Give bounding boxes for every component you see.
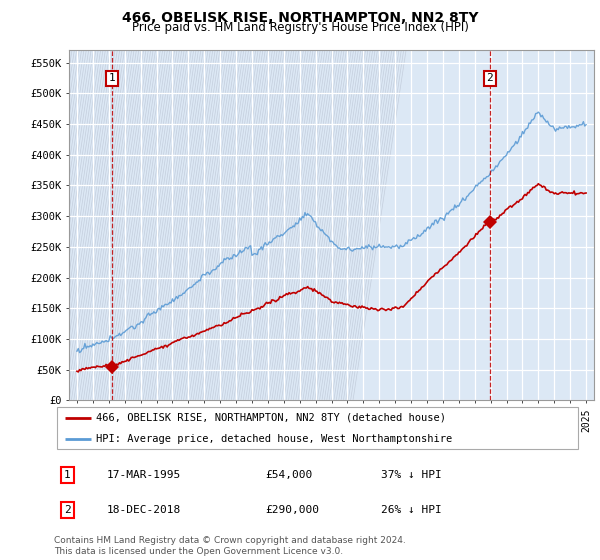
Text: 37% ↓ HPI: 37% ↓ HPI: [382, 470, 442, 480]
Text: 2: 2: [64, 505, 71, 515]
Text: 1: 1: [64, 470, 71, 480]
Text: 18-DEC-2018: 18-DEC-2018: [107, 505, 181, 515]
Text: 466, OBELISK RISE, NORTHAMPTON, NN2 8TY: 466, OBELISK RISE, NORTHAMPTON, NN2 8TY: [122, 11, 478, 25]
Text: Price paid vs. HM Land Registry's House Price Index (HPI): Price paid vs. HM Land Registry's House …: [131, 21, 469, 35]
Text: 26% ↓ HPI: 26% ↓ HPI: [382, 505, 442, 515]
Text: 1: 1: [109, 73, 115, 83]
Text: 17-MAR-1995: 17-MAR-1995: [107, 470, 181, 480]
Text: £54,000: £54,000: [265, 470, 313, 480]
Text: Contains HM Land Registry data © Crown copyright and database right 2024.
This d: Contains HM Land Registry data © Crown c…: [54, 535, 406, 557]
Text: £290,000: £290,000: [265, 505, 319, 515]
FancyBboxPatch shape: [56, 407, 578, 450]
Text: HPI: Average price, detached house, West Northamptonshire: HPI: Average price, detached house, West…: [96, 434, 452, 444]
Text: 2: 2: [487, 73, 493, 83]
Text: 466, OBELISK RISE, NORTHAMPTON, NN2 8TY (detached house): 466, OBELISK RISE, NORTHAMPTON, NN2 8TY …: [96, 413, 446, 423]
